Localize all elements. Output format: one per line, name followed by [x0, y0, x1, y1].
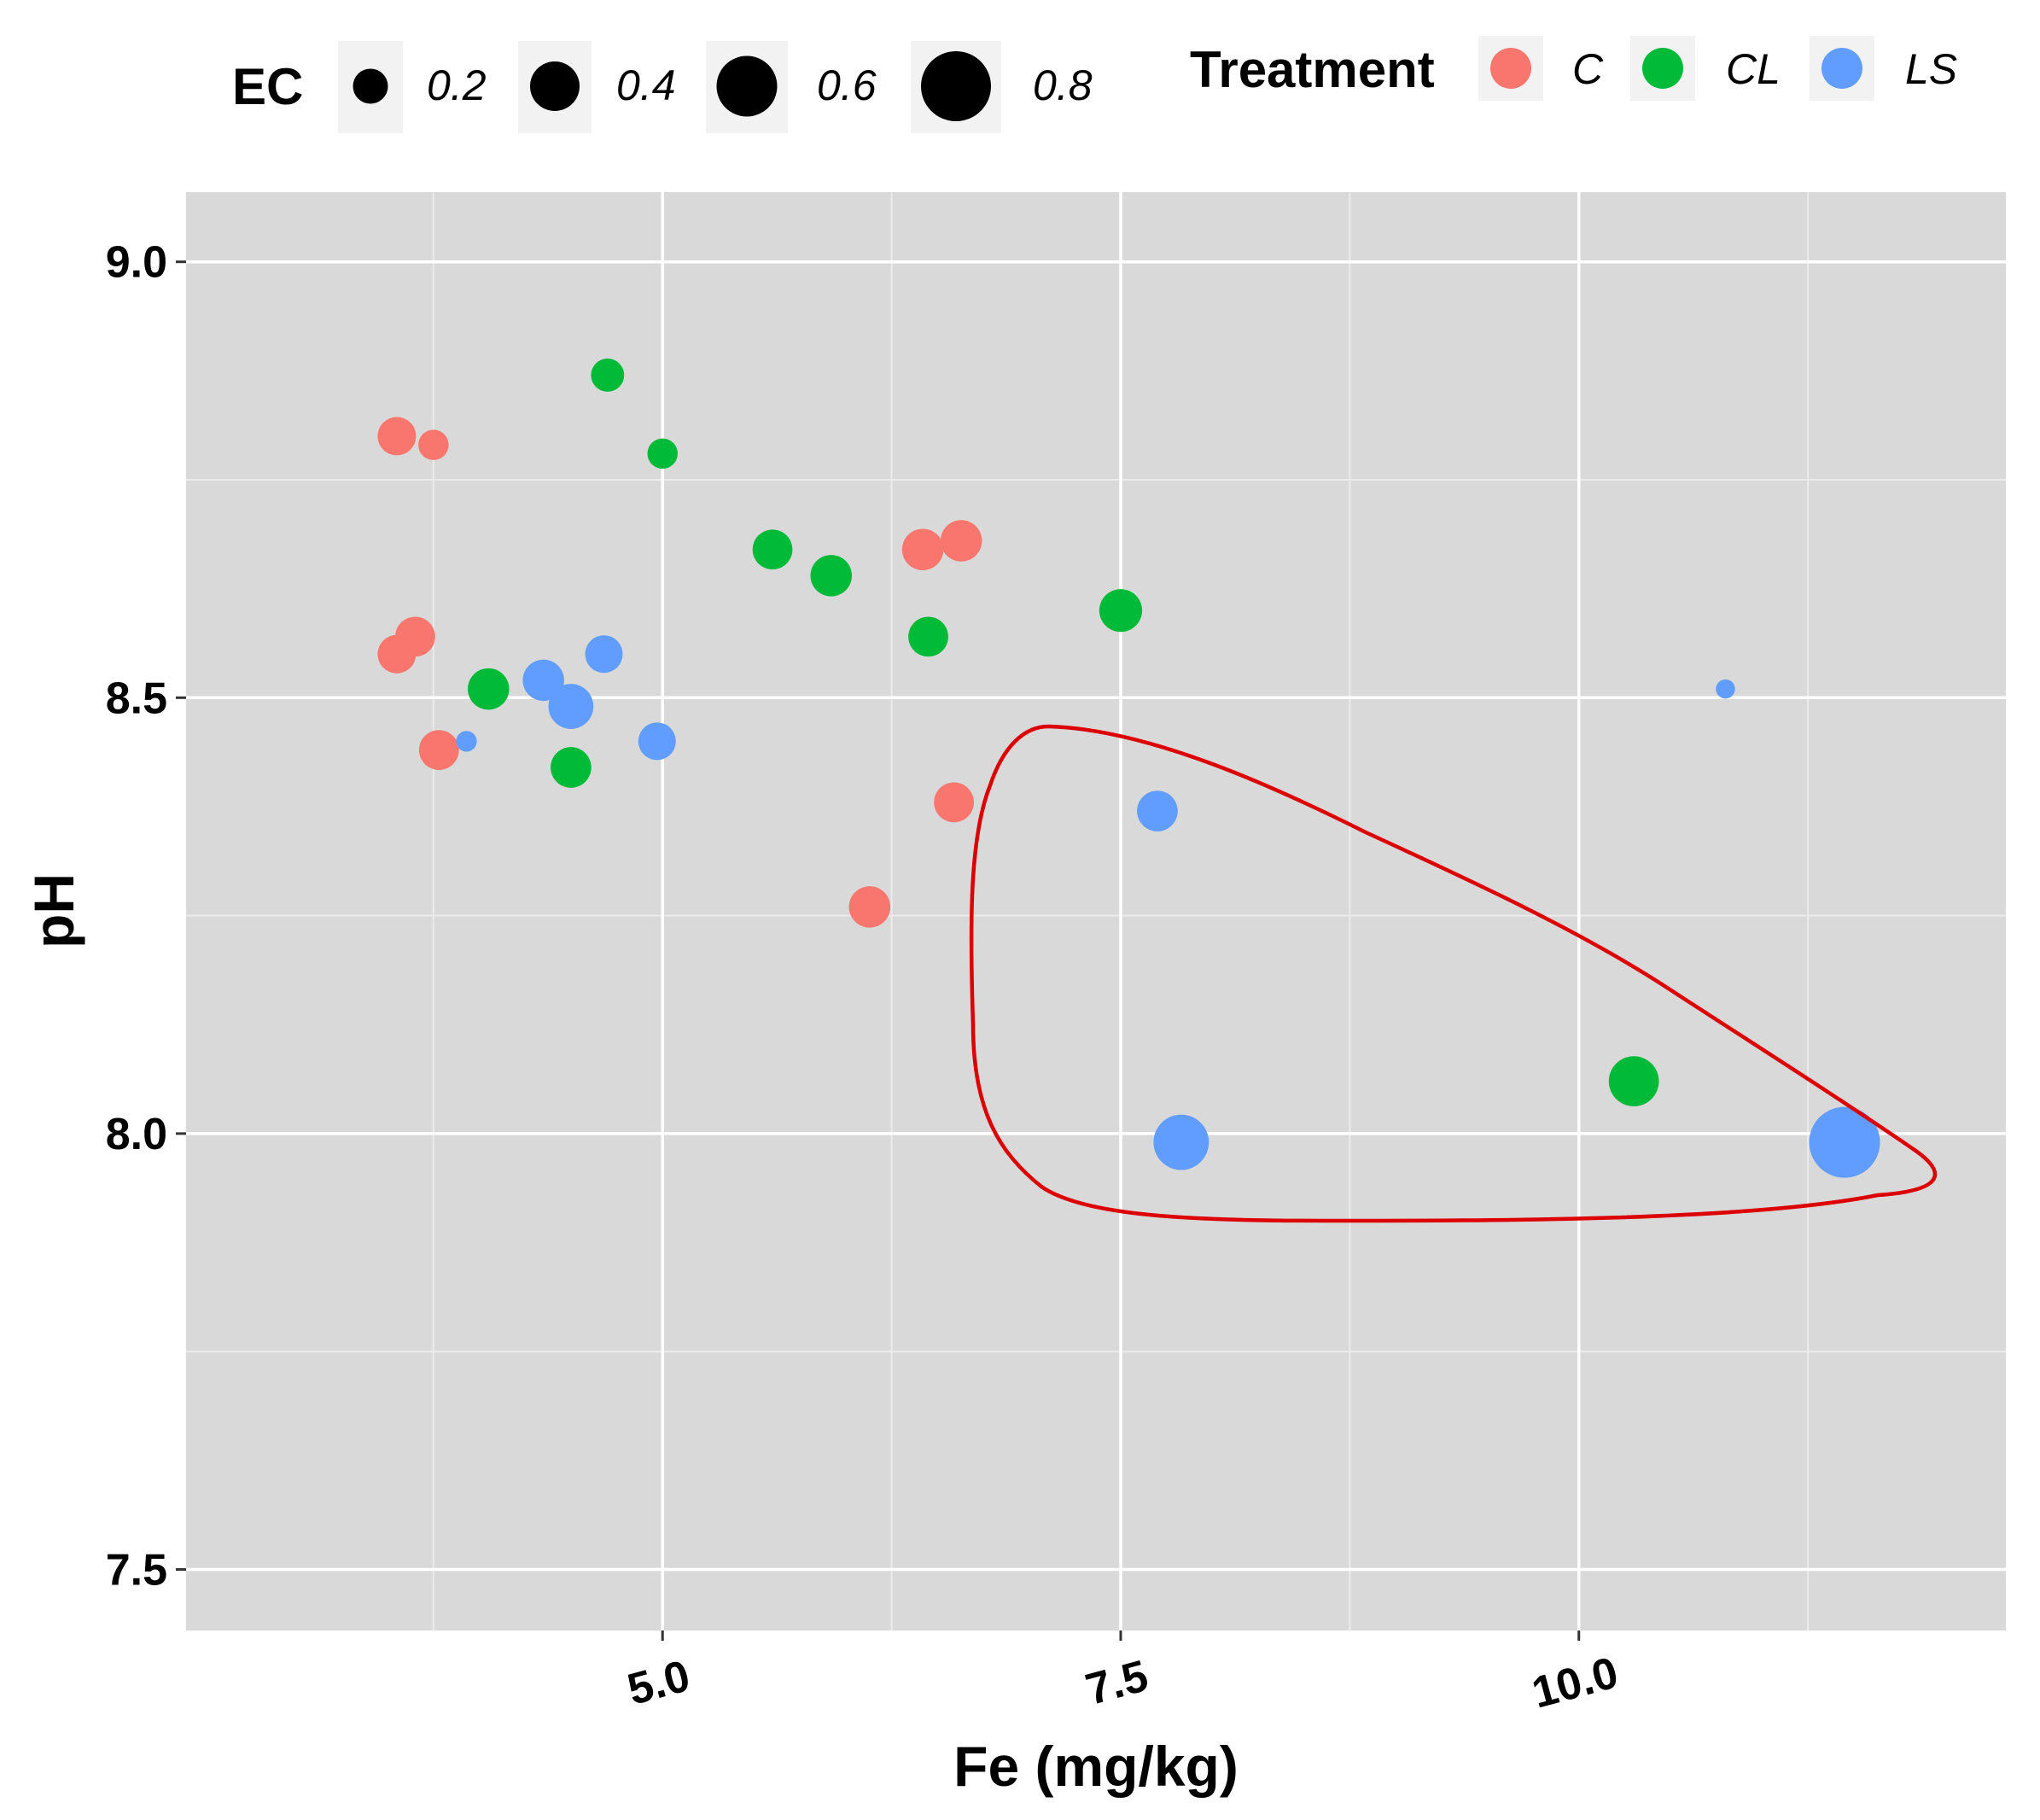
color-legend-title: Treatment [1190, 41, 1435, 98]
size-legend-circle [921, 51, 991, 121]
data-point-cl [468, 668, 510, 710]
data-point-c [940, 520, 982, 562]
data-point-ls [1809, 1106, 1880, 1178]
data-point-ls [548, 684, 594, 729]
highlight-outline [969, 724, 1938, 1223]
y-tick-label: 8.0 [106, 1110, 167, 1159]
plot-panel [186, 192, 2006, 1630]
data-point-c [848, 886, 891, 928]
color-legend-label: C [1572, 45, 1604, 93]
data-point-c [934, 782, 974, 823]
size-legend: 0.2 0.4 0.6 0.8 [338, 41, 1093, 133]
data-point-ls [1716, 679, 1735, 699]
data-point-c [418, 730, 459, 770]
color-legend: C CL LS [1478, 36, 1957, 101]
data-point-c [395, 616, 435, 657]
size-legend-label: 0.2 [427, 61, 487, 109]
y-tick-label: 8.5 [106, 674, 167, 723]
size-legend-label: 0.6 [817, 61, 877, 109]
color-legend-label: CL [1726, 45, 1781, 93]
data-points [377, 359, 1880, 1178]
data-point-ls [522, 659, 564, 702]
data-point-cl [1608, 1056, 1659, 1106]
data-point-ls [456, 731, 477, 752]
size-legend-circle [353, 68, 388, 104]
data-point-ls [638, 722, 676, 761]
data-point-cl [591, 359, 625, 392]
size-legend-label: 0.8 [1033, 61, 1093, 109]
size-legend-title: EC [232, 58, 303, 115]
data-point-ls [1137, 790, 1178, 831]
x-tick-label: 7.5 [1081, 1651, 1153, 1715]
x-axis: 5.0 7.5 10.0 [622, 1630, 1623, 1718]
size-legend-circle [716, 55, 778, 117]
data-point-c [377, 417, 417, 456]
data-point-cl [752, 529, 793, 570]
color-legend-swatch [1490, 48, 1531, 89]
size-legend-label: 0.4 [616, 61, 676, 109]
y-axis-title: pH [22, 873, 85, 948]
color-legend-swatch [1642, 48, 1683, 89]
data-point-cl [908, 616, 948, 657]
x-tick-label: 10.0 [1527, 1648, 1623, 1718]
minor-gridlines [186, 192, 2006, 1630]
y-tick-label: 9.0 [106, 238, 167, 288]
size-legend-circle [530, 61, 580, 111]
data-point-c [901, 528, 944, 570]
y-tick-label: 7.5 [106, 1546, 167, 1595]
y-axis: 7.5 8.0 8.5 9.0 [106, 238, 186, 1595]
data-point-c [418, 429, 449, 460]
data-point-ls [585, 635, 623, 674]
color-legend-label: LS [1905, 45, 1957, 93]
x-axis-title: Fe (mg/kg) [953, 1735, 1239, 1798]
data-point-cl [647, 438, 678, 470]
data-point-cl [810, 555, 853, 597]
color-legend-swatch [1821, 48, 1862, 89]
data-point-ls [1153, 1114, 1209, 1170]
data-point-cl [551, 747, 592, 788]
x-tick-label: 5.0 [622, 1651, 695, 1715]
data-point-cl [1099, 589, 1143, 633]
